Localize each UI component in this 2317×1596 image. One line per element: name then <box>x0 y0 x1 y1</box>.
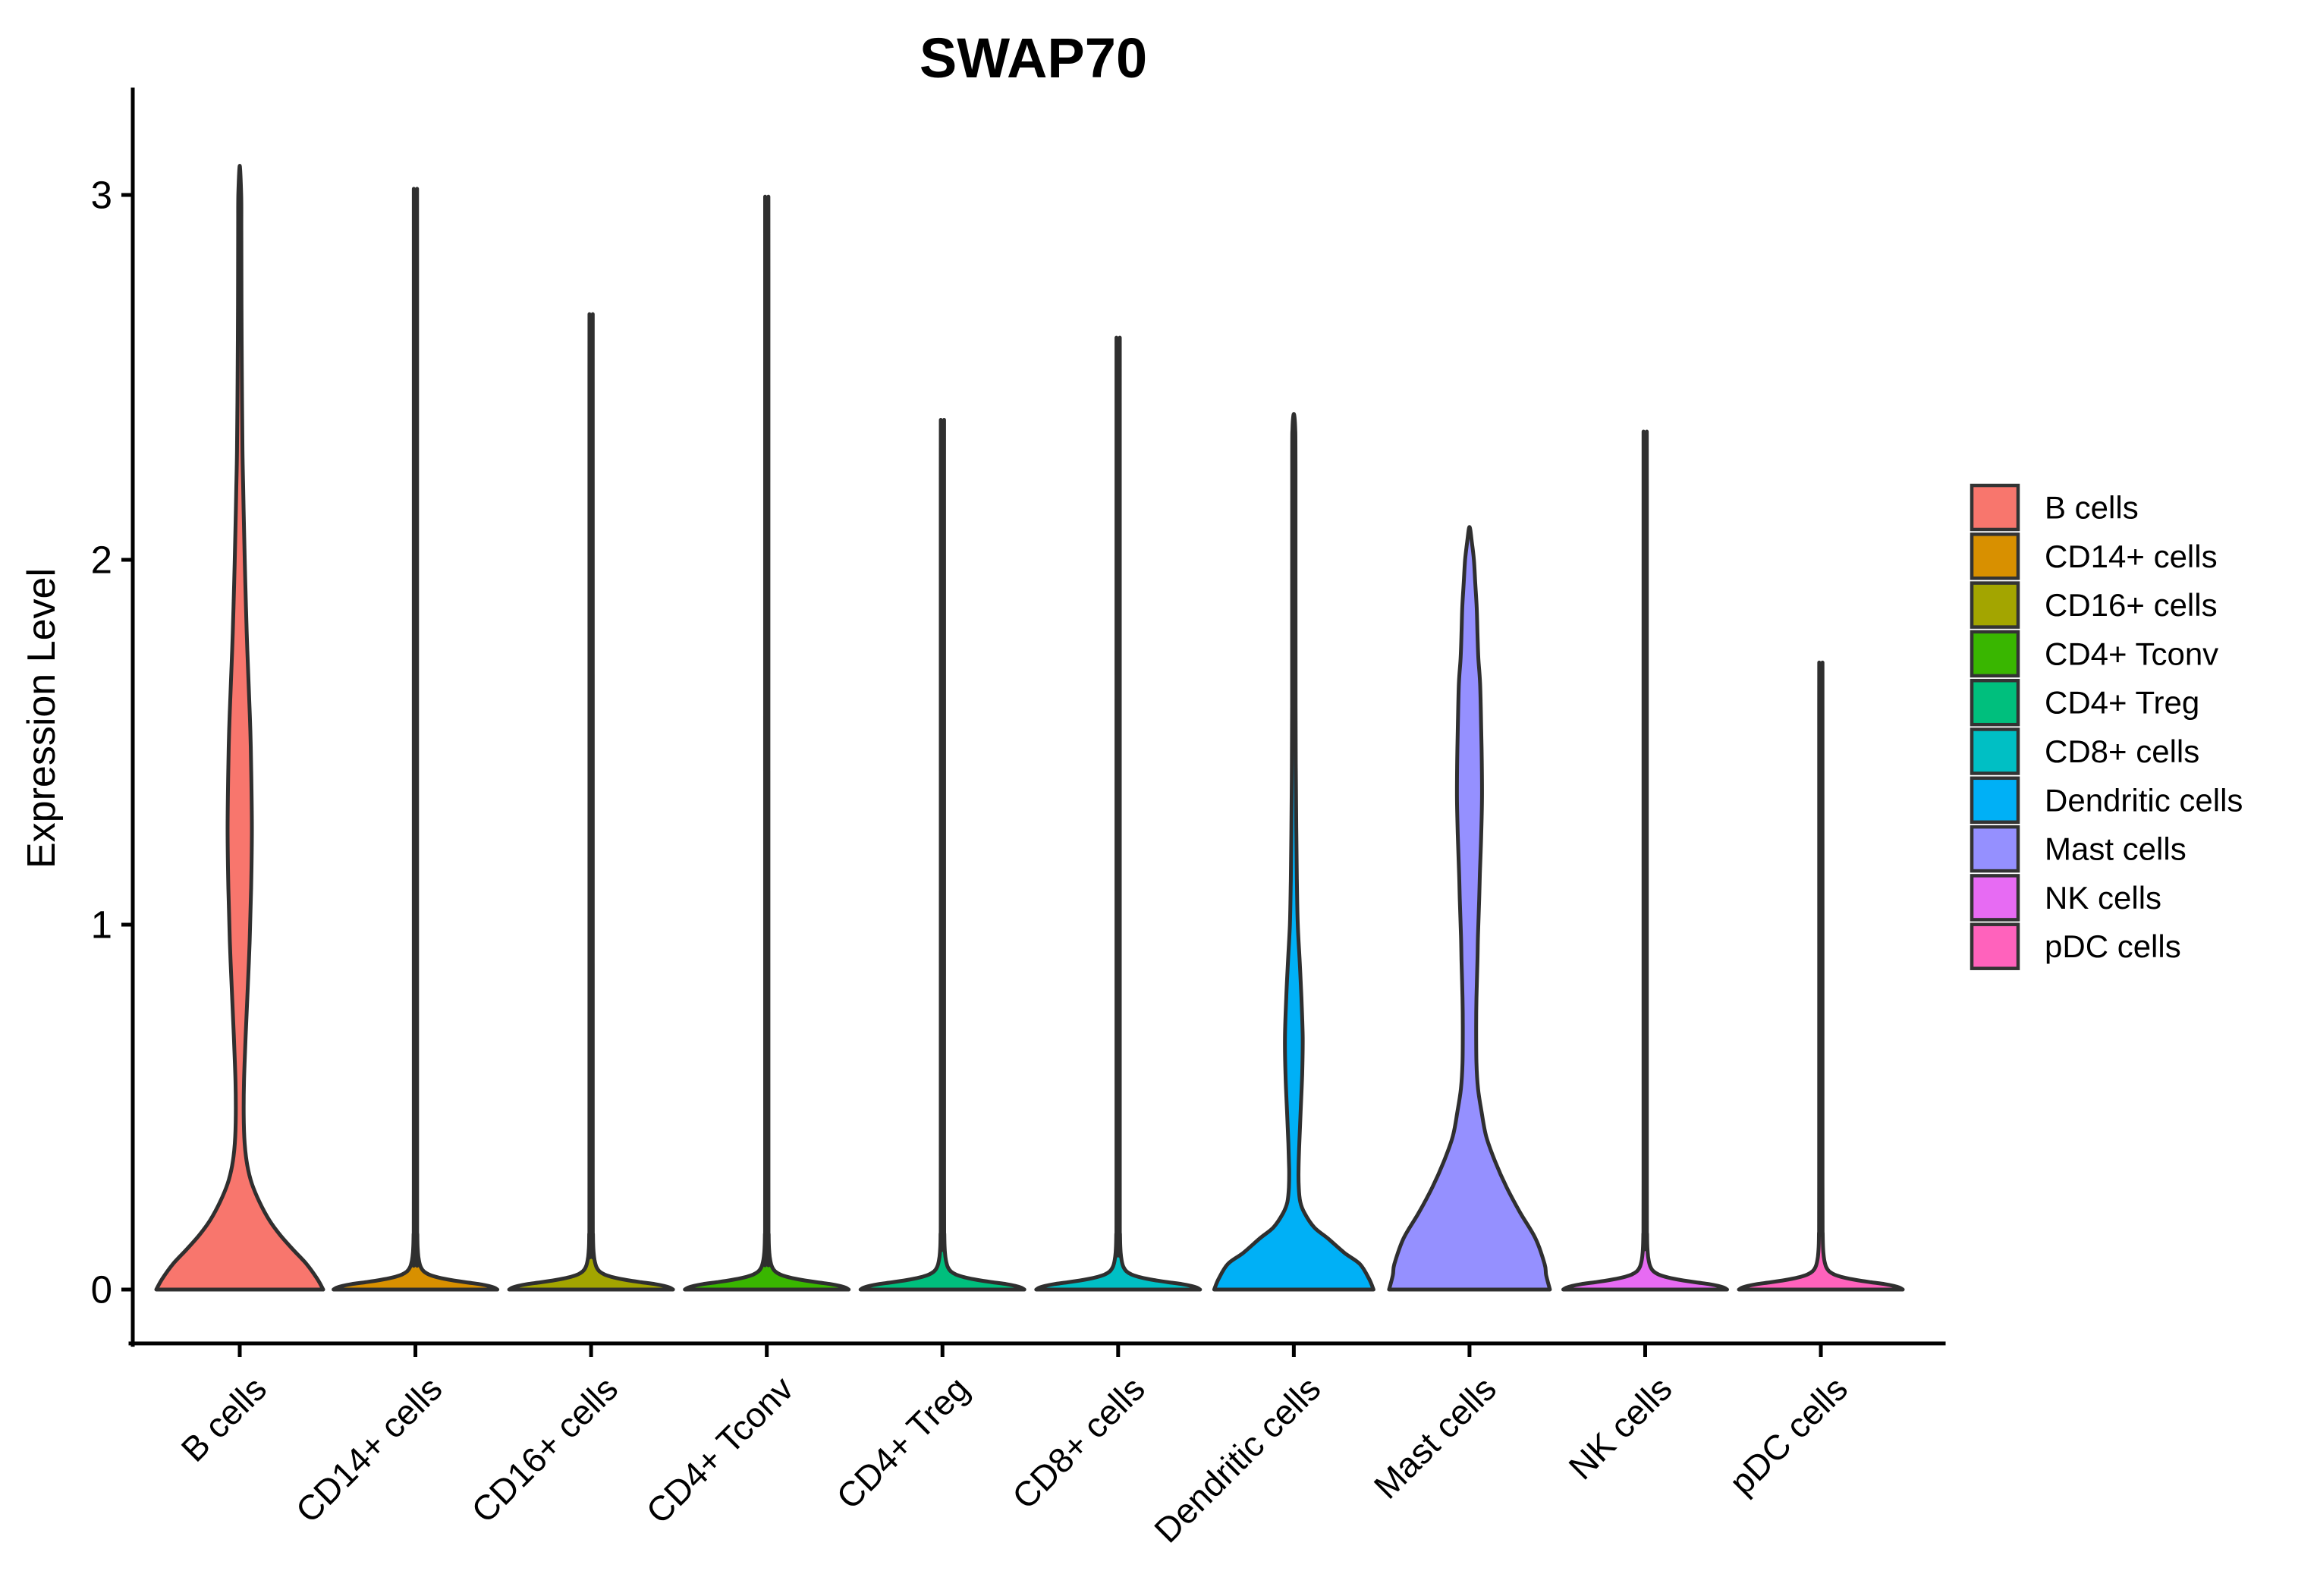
legend-key-swatch-cd4-tconv <box>1970 630 2020 678</box>
violin-pdc-cells <box>1737 660 1905 1292</box>
legend-item-label-mast-cells: Mast cells <box>2045 831 2187 867</box>
x-tick-label-cd8-cells: CD8+ cells <box>1004 1368 1152 1516</box>
legend: B cells CD14+ cells CD16+ cells CD4+ Tconv C… <box>1970 483 2243 970</box>
y-axis-title: Expression Level <box>20 568 64 869</box>
legend-item-label-nk-cells: NK cells <box>2045 880 2161 916</box>
violins <box>154 164 1905 1292</box>
legend-item-cd4-tconv: CD4+ Tconv <box>1970 630 2218 678</box>
y-tick-label-3: 3 <box>91 174 112 217</box>
legend-item-dendritic-cells: Dendritic cells <box>1970 776 2243 825</box>
legend-item-label-cd16-cells: CD16+ cells <box>2045 587 2218 623</box>
legend-item-b-cells: B cells <box>1970 483 2139 532</box>
legend-key-swatch-cd14-cells <box>1970 533 2020 580</box>
x-tick-label-nk-cells: NK cells <box>1561 1368 1679 1487</box>
violin-dendritic-cells <box>1212 412 1375 1292</box>
x-tick-label-cd4-tconv: CD4+ Tconv <box>638 1368 800 1531</box>
legend-item-label-pdc-cells: pDC cells <box>2045 928 2181 964</box>
legend-item-mast-cells: Mast cells <box>1970 825 2187 873</box>
violin-cd4-tconv <box>683 194 851 1292</box>
legend-key-swatch-nk-cells <box>1970 874 2020 922</box>
legend-item-label-b-cells: B cells <box>2045 490 2139 526</box>
legend-item-nk-cells: NK cells <box>1970 874 2161 922</box>
legend-item-label-cd4-treg: CD4+ Treg <box>2045 685 2199 721</box>
legend-key-swatch-cd4-treg <box>1970 678 2020 727</box>
plot-title: SWAP70 <box>920 27 1147 90</box>
violin-nk-cells <box>1561 429 1729 1292</box>
violin-cd16-cells <box>507 312 675 1292</box>
legend-item-label-cd14-cells: CD14+ cells <box>2045 539 2218 574</box>
legend-item-label-cd8-cells: CD8+ cells <box>2045 734 2199 769</box>
legend-key-swatch-pdc-cells <box>1970 922 2020 970</box>
x-tick-label-pdc-cells: pDC cells <box>1721 1368 1855 1502</box>
legend-item-cd4-treg: CD4+ Treg <box>1970 678 2199 727</box>
violin-b-cells <box>154 164 325 1292</box>
y-tick-label-1: 1 <box>91 903 112 947</box>
x-tick-label-mast-cells: Mast cells <box>1366 1368 1504 1506</box>
x-tick-label-cd14-cells: CD14+ cells <box>288 1368 450 1530</box>
legend-key-swatch-cd16-cells <box>1970 581 2020 629</box>
legend-item-cd16-cells: CD16+ cells <box>1970 581 2218 629</box>
legend-key-swatch-b-cells <box>1970 483 2020 532</box>
y-axis-ticks: 0 1 2 3 <box>91 174 133 1312</box>
violin-cd14-cells <box>332 187 500 1292</box>
y-tick-label-0: 0 <box>91 1268 112 1312</box>
legend-item-cd8-cells: CD8+ cells <box>1970 727 2199 775</box>
legend-key-swatch-cd8-cells <box>1970 727 2020 775</box>
legend-item-cd14-cells: CD14+ cells <box>1970 533 2218 580</box>
x-tick-label-dendritic-cells: Dendritic cells <box>1146 1368 1328 1550</box>
y-tick-label-2: 2 <box>91 539 112 582</box>
x-axis-ticks: B cells CD14+ cells CD16+ cells CD4+ Tconv C… <box>173 1343 1855 1550</box>
x-tick-label-cd16-cells: CD16+ cells <box>464 1368 625 1530</box>
violin-cd8-cells <box>1034 335 1203 1292</box>
violin-cd4-treg <box>858 418 1026 1292</box>
legend-key-swatch-mast-cells <box>1970 825 2020 873</box>
x-tick-label-cd4-treg: CD4+ Treg <box>828 1368 976 1516</box>
x-tick-label-b-cells: B cells <box>173 1368 274 1469</box>
legend-item-pdc-cells: pDC cells <box>1970 922 2181 970</box>
legend-item-label-dendritic-cells: Dendritic cells <box>2045 782 2243 818</box>
legend-item-label-cd4-tconv: CD4+ Tconv <box>2045 636 2218 671</box>
legend-key-swatch-dendritic-cells <box>1970 776 2020 825</box>
violin-mast-cells <box>1387 525 1552 1292</box>
